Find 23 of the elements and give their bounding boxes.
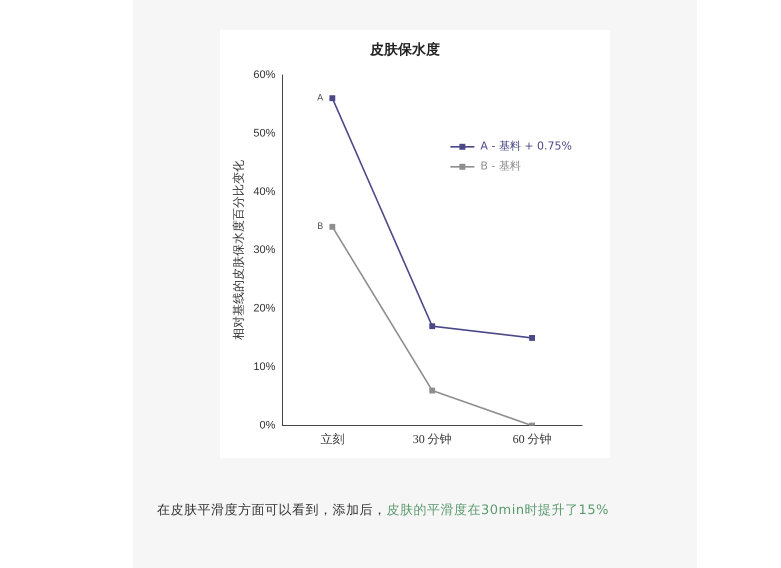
x-tick-label: 60 分钟 <box>512 432 552 446</box>
point <box>429 388 436 394</box>
annotation: A <box>317 94 324 104</box>
point <box>429 323 436 330</box>
y-axis-title: 相对基线的皮肤保水度百分比变化 <box>231 160 246 340</box>
legend-label: B - 基料 <box>480 160 521 173</box>
y-tick-label: 40% <box>253 186 276 198</box>
x-tick-label: 30 分钟 <box>412 432 452 446</box>
y-tick-label: 10% <box>253 361 276 374</box>
y-tick-label: 20% <box>253 302 276 315</box>
annotation: B <box>317 222 324 232</box>
chart-title: 皮肤保水度 <box>369 41 440 58</box>
x-tick-label: 立刻 <box>320 432 344 446</box>
text: 皮肤的平滑度在30min时提升了15% <box>386 503 609 518</box>
point <box>329 224 336 230</box>
y-tick-label: 30% <box>253 244 276 256</box>
y-tick-label: 60% <box>253 68 276 81</box>
point <box>329 95 336 102</box>
point <box>529 334 535 341</box>
y-tick-label: 50% <box>253 127 276 140</box>
y-tick-label: 0% <box>260 420 276 432</box>
text: 在皮肤平滑度方面可以看到，添加后， <box>157 503 386 518</box>
legend-label: A - 基料 + 0.75% <box>480 140 572 153</box>
